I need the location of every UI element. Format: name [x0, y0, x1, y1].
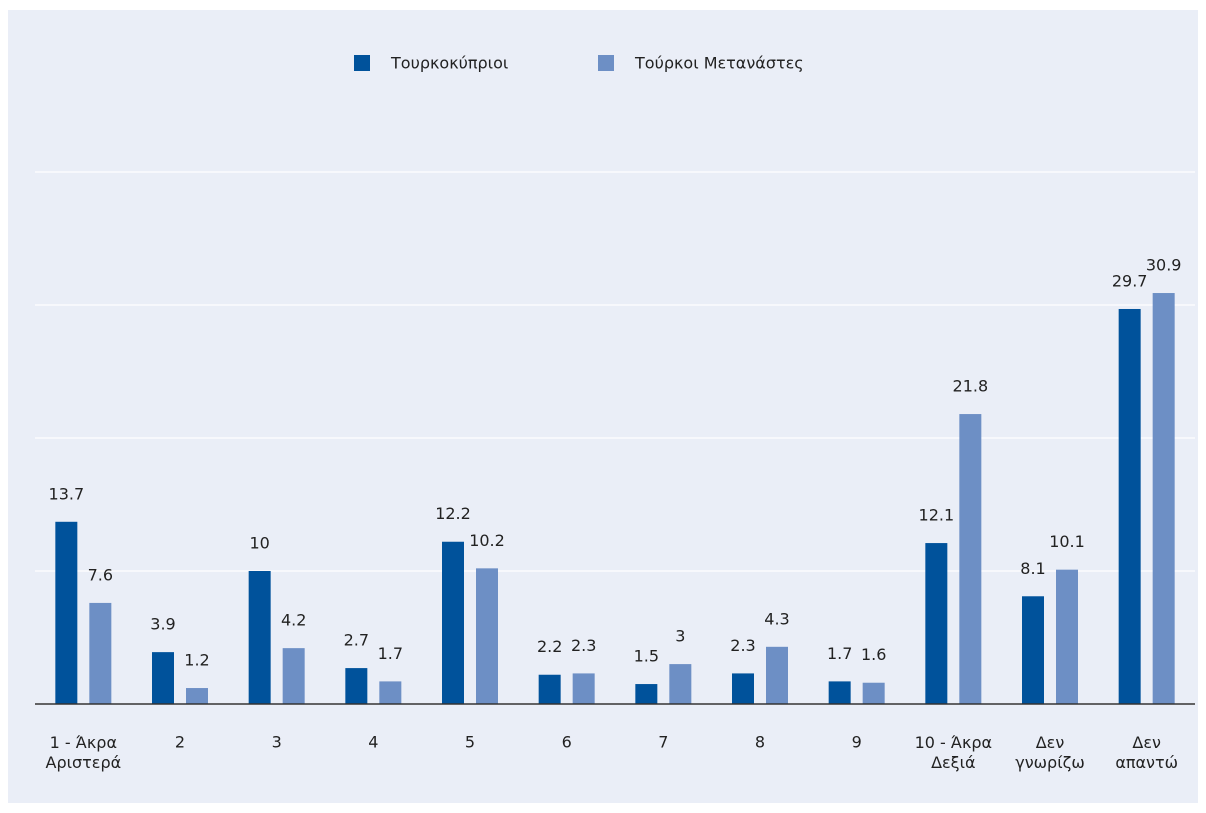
bar: [538, 674, 561, 704]
chart-background: [8, 10, 1198, 803]
x-tick-label: 8: [755, 733, 765, 752]
data-label: 1.2: [184, 651, 209, 670]
bar: [379, 681, 402, 704]
data-label: 10.1: [1049, 532, 1085, 551]
data-label: 2.3: [571, 636, 596, 655]
legend-swatch: [598, 55, 614, 71]
bar: [442, 541, 464, 704]
bar: [345, 668, 368, 704]
x-tick-label: 7: [658, 733, 668, 752]
bar: [248, 571, 271, 704]
data-label: 4.2: [281, 611, 306, 630]
bar: [635, 684, 658, 704]
data-label: 10.2: [469, 531, 505, 550]
data-label: 12.1: [919, 506, 955, 525]
data-label: 21.8: [953, 377, 989, 396]
x-tick-label: Δεν απαντώ: [1115, 733, 1178, 772]
x-tick-label: 3: [272, 733, 282, 752]
x-tick-label: 4: [368, 733, 378, 752]
x-tick-label: 1 - Άκρα Αριστερά: [46, 733, 122, 772]
data-label: 1.5: [634, 647, 659, 666]
x-tick-label: 2: [175, 733, 185, 752]
bar: [186, 688, 208, 704]
legend-label: Τουρκοκύπριοι: [390, 54, 508, 73]
bar: [828, 681, 851, 704]
bar: [959, 414, 982, 704]
bar: [1118, 308, 1141, 704]
data-label: 12.2: [435, 504, 471, 523]
data-label: 29.7: [1112, 271, 1148, 290]
data-label: 2.2: [537, 637, 562, 656]
bar: [766, 646, 788, 704]
x-tick-label: 9: [852, 733, 862, 752]
data-label: 13.7: [49, 484, 85, 503]
data-label: 1.7: [378, 644, 403, 663]
bar: [1152, 293, 1175, 704]
data-label: 7.6: [88, 565, 113, 584]
data-label: 1.6: [861, 645, 886, 664]
bar: [1022, 596, 1044, 704]
bar: [1056, 569, 1078, 704]
data-label: 1.7: [827, 644, 852, 663]
data-label: 2.3: [730, 636, 755, 655]
x-tick-label: 6: [562, 733, 572, 752]
data-label: 8.1: [1020, 559, 1045, 578]
data-label: 3.9: [150, 615, 175, 634]
data-label: 4.3: [764, 609, 789, 628]
bar: [89, 602, 112, 704]
legend-swatch: [354, 55, 370, 71]
bar: [282, 648, 305, 704]
bar: [925, 543, 948, 704]
bar: [669, 664, 692, 704]
bar: [572, 673, 595, 704]
bar: [55, 521, 78, 704]
data-label: 3: [675, 627, 685, 646]
bar: [732, 673, 754, 704]
data-label: 30.9: [1146, 256, 1182, 275]
data-label: 2.7: [344, 631, 369, 650]
bar: [862, 682, 885, 704]
x-tick-label: 5: [465, 733, 475, 752]
legend-label: Τούρκοι Μετανάστες: [634, 54, 804, 73]
x-tick-label: Δεν γνωρίζω: [1015, 733, 1084, 772]
x-tick-label: 10 - Άκρα Δεξιά: [915, 733, 993, 772]
bar: [476, 568, 498, 704]
bar: [152, 652, 174, 704]
data-label: 10: [249, 534, 269, 553]
